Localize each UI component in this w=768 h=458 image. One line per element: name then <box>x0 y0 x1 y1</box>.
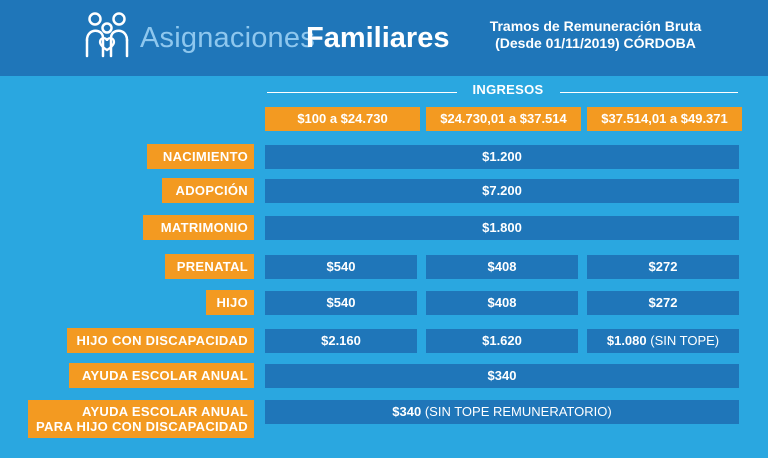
cell-hijo-discapacidad-1: $2.160 <box>265 329 417 353</box>
value-prenatal-3: $272 <box>648 259 678 274</box>
range-3: $37.514,01 a $49.371 <box>587 107 742 131</box>
row-label-ayuda-escolar: AYUDA ESCOLAR ANUAL <box>69 363 254 388</box>
ingresos-divider-right <box>560 92 738 93</box>
subtitle: Tramos de Remuneración Bruta (Desde 01/1… <box>468 18 723 52</box>
row-label-prenatal: PRENATAL <box>165 254 254 279</box>
cell-ayuda-escolar-discapacidad: $340 (SIN TOPE REMUNERATORIO) <box>265 400 739 424</box>
row-label-hijo-discapacidad: HIJO CON DISCAPACIDAD <box>67 328 254 353</box>
value-matrimonio: $1.800 <box>482 220 522 235</box>
title-bold: Familiares <box>306 22 450 54</box>
title-light: Asignaciones <box>140 22 315 54</box>
cell-prenatal-1: $540 <box>265 255 417 279</box>
family-icon <box>85 12 129 58</box>
cell-matrimonio: $1.800 <box>265 216 739 240</box>
value-hijo-discapacidad-3: $1.080 <box>606 333 647 348</box>
value-ayuda-escolar-discapacidad: $340 <box>392 404 422 419</box>
cell-prenatal-2: $408 <box>426 255 578 279</box>
cell-hijo-discapacidad-3: $1.080 (SIN TOPE) <box>587 329 739 353</box>
cell-prenatal-3: $272 <box>587 255 739 279</box>
ingresos-label: INGRESOS <box>472 82 544 97</box>
cell-hijo-3: $272 <box>587 291 739 315</box>
row-label-ayuda-escolar-discapacidad-line-2: PARA HIJO CON DISCAPACIDAD <box>36 419 248 434</box>
value-hijo-3: $272 <box>648 295 678 310</box>
row-label-adopcion: ADOPCIÓN <box>162 178 254 203</box>
value-hijo-2: $408 <box>487 295 517 310</box>
subtitle-line-1: Tramos de Remuneración Bruta <box>489 18 702 34</box>
value-hijo-discapacidad-2: $1.620 <box>482 333 522 348</box>
row-label-nacimiento: NACIMIENTO <box>147 144 254 169</box>
value-ayuda-escolar: $340 <box>487 368 517 383</box>
value-prenatal-2: $408 <box>487 259 517 274</box>
range-2: $24.730,01 a $37.514 <box>426 107 581 131</box>
cell-nacimiento: $1.200 <box>265 145 739 169</box>
row-label-matrimonio: MATRIMONIO <box>143 215 254 240</box>
value-adopcion: $7.200 <box>482 183 522 198</box>
row-label-ayuda-escolar-discapacidad: AYUDA ESCOLAR ANUAL PARA HIJO CON DISCAP… <box>28 400 254 438</box>
ingresos-divider-left <box>267 92 457 93</box>
value-hijo-1: $540 <box>326 295 356 310</box>
range-1: $100 a $24.730 <box>265 107 420 131</box>
cell-hijo-1: $540 <box>265 291 417 315</box>
cell-adopcion: $7.200 <box>265 179 739 203</box>
note-sin-tope-remuneratorio: (SIN TOPE REMUNERATORIO) <box>424 404 612 419</box>
header-bar: Asignaciones Familiares Tramos de Remune… <box>0 0 768 76</box>
subtitle-line-2: (Desde 01/11/2019) CÓRDOBA <box>495 35 696 51</box>
value-hijo-discapacidad-1: $2.160 <box>321 333 361 348</box>
row-label-hijo: HIJO <box>206 290 254 315</box>
row-label-ayuda-escolar-discapacidad-line-1: AYUDA ESCOLAR ANUAL <box>81 404 248 419</box>
cell-hijo-2: $408 <box>426 291 578 315</box>
note-sin-tope: (SIN TOPE) <box>650 333 720 348</box>
value-nacimiento: $1.200 <box>482 149 522 164</box>
cell-hijo-discapacidad-2: $1.620 <box>426 329 578 353</box>
value-prenatal-1: $540 <box>326 259 356 274</box>
cell-ayuda-escolar: $340 <box>265 364 739 388</box>
